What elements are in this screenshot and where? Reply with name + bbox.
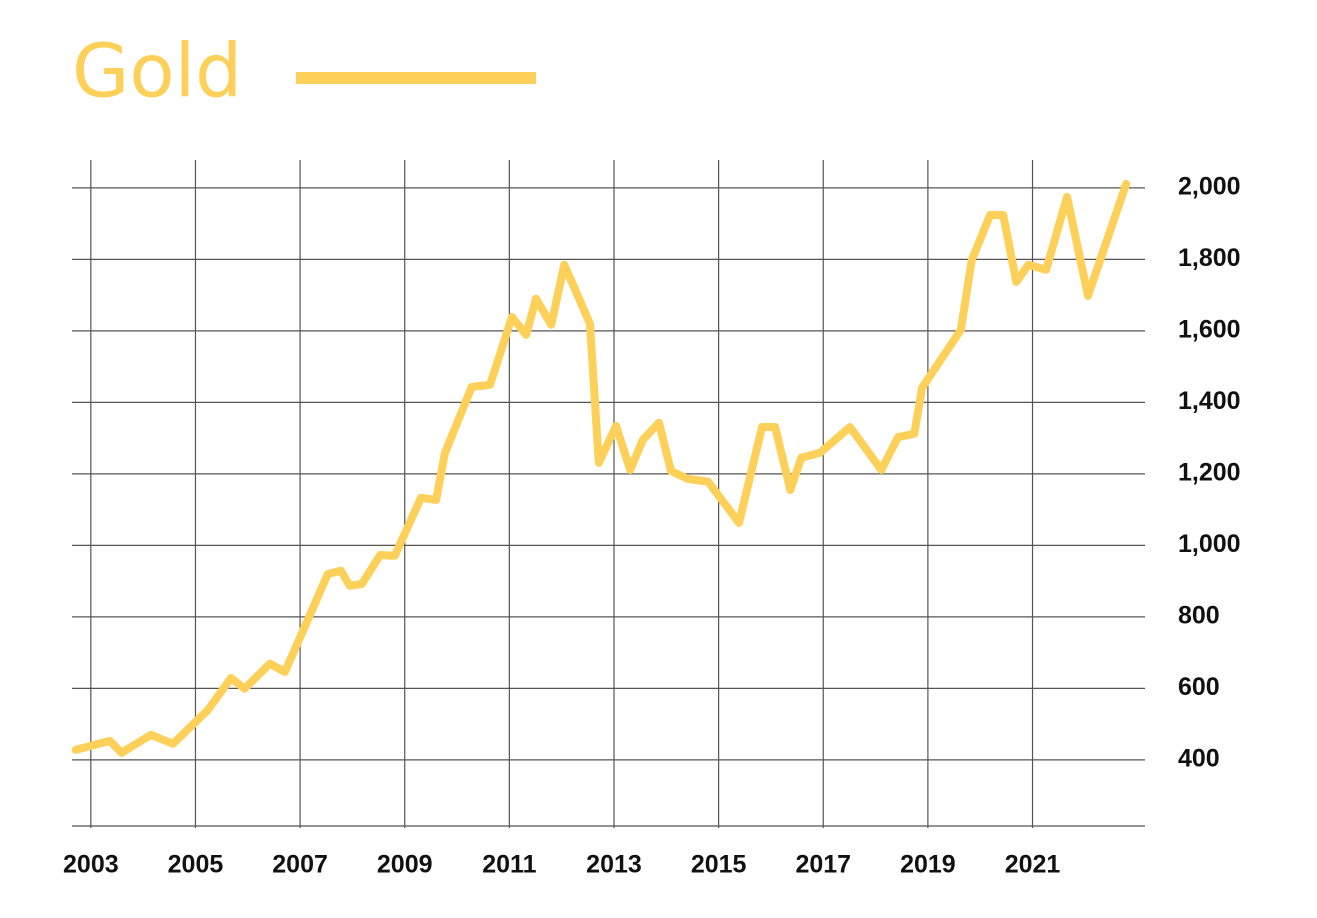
x-tick-label: 2013 — [586, 851, 642, 879]
x-tick-label: 2021 — [1005, 851, 1061, 879]
legend-label: Gold — [72, 29, 242, 115]
line — [71, 179, 1131, 757]
x-tick-label: 2019 — [900, 851, 956, 879]
x-tick-label: 2011 — [482, 851, 536, 879]
y-tick-label: 1,800 — [1178, 244, 1241, 272]
y-tick-label: 800 — [1178, 601, 1220, 629]
y-tick-label: 1,200 — [1178, 458, 1241, 486]
y-tick-label: 1,000 — [1178, 530, 1241, 558]
y-tick-label: 400 — [1178, 744, 1220, 772]
x-tick-label: 2015 — [691, 851, 747, 879]
y-tick-label: 1,400 — [1178, 387, 1241, 415]
y-tick-label: 2,000 — [1178, 172, 1241, 200]
y-tick-label: 1,600 — [1178, 315, 1241, 343]
x-tick-label: 2017 — [795, 851, 851, 879]
y-tick-label: 600 — [1178, 673, 1220, 701]
x-tick-label: 2007 — [272, 851, 328, 879]
x-tick-label: 2005 — [168, 851, 224, 879]
x-tick-label: 2009 — [377, 851, 433, 879]
x-tick-label: 2003 — [63, 851, 119, 879]
